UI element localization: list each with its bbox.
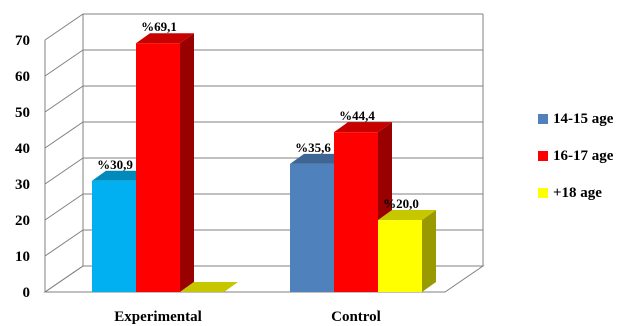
bar-control-2	[378, 220, 422, 292]
bar-experimental-1-side	[180, 33, 194, 293]
y-tick-label: 30	[15, 177, 30, 193]
y-tick-label: 40	[15, 141, 30, 157]
category-labels: Experimental Control	[114, 309, 381, 325]
legend: 14-15 age 16-17 age +18 age	[538, 110, 613, 221]
y-tick-label: 0	[23, 285, 31, 301]
legend-item-14-15: 14-15 age	[538, 110, 613, 128]
bar-experimental-1	[136, 43, 180, 292]
bar-experimental-0-top	[92, 170, 150, 181]
y-tick-label: 60	[15, 69, 30, 85]
legend-swatch-18-plus	[538, 188, 548, 198]
bar-experimental-0	[92, 180, 136, 292]
bar-control-1-top	[334, 122, 392, 133]
legend-swatch-14-15	[538, 114, 548, 124]
bar-control-2-side	[422, 210, 436, 292]
bar-control-0	[290, 163, 334, 292]
y-tick-labels: 0 10 20 30 40 50 60 70	[15, 33, 30, 301]
y-tick-label: 50	[15, 105, 30, 121]
legend-label-18-plus: +18 age	[553, 184, 602, 201]
legend-item-16-17: 16-17 age	[538, 147, 613, 165]
bars	[92, 33, 436, 293]
data-label: %35,6	[295, 140, 331, 155]
bar-control-2-top	[378, 210, 436, 220]
bar-control-1	[334, 132, 378, 292]
data-label: %30,9	[97, 157, 133, 172]
gridline-diagonal	[44, 49, 84, 77]
gridline-diagonal	[44, 157, 84, 185]
legend-item-18-plus: +18 age	[538, 184, 613, 202]
gridline-diagonal	[44, 229, 84, 257]
bar-control-0-top	[290, 153, 348, 164]
bar-experimental-2-top	[180, 282, 238, 292]
y-tick-label: 20	[15, 213, 30, 229]
legend-swatch-16-17	[538, 151, 548, 161]
y-tick-label: 70	[15, 33, 30, 49]
y-tick-label: 10	[15, 249, 30, 265]
gridline-diagonal	[44, 193, 84, 221]
category-label: Control	[331, 309, 381, 325]
gridline-diagonal	[44, 121, 84, 149]
gridline-diagonal	[44, 85, 84, 113]
data-label: %69,1	[141, 19, 177, 34]
bar-experimental-1-top	[136, 33, 194, 44]
category-label: Experimental	[114, 309, 202, 325]
gridline-diagonal	[44, 13, 84, 41]
legend-label-14-15: 14-15 age	[553, 110, 614, 127]
data-label: %20,0	[383, 196, 419, 211]
legend-label-16-17: 16-17 age	[553, 147, 614, 164]
data-label: %44,4	[339, 108, 375, 123]
data-labels: %30,9 %69,1 %35,6 %44,4 %20,0	[97, 19, 419, 211]
